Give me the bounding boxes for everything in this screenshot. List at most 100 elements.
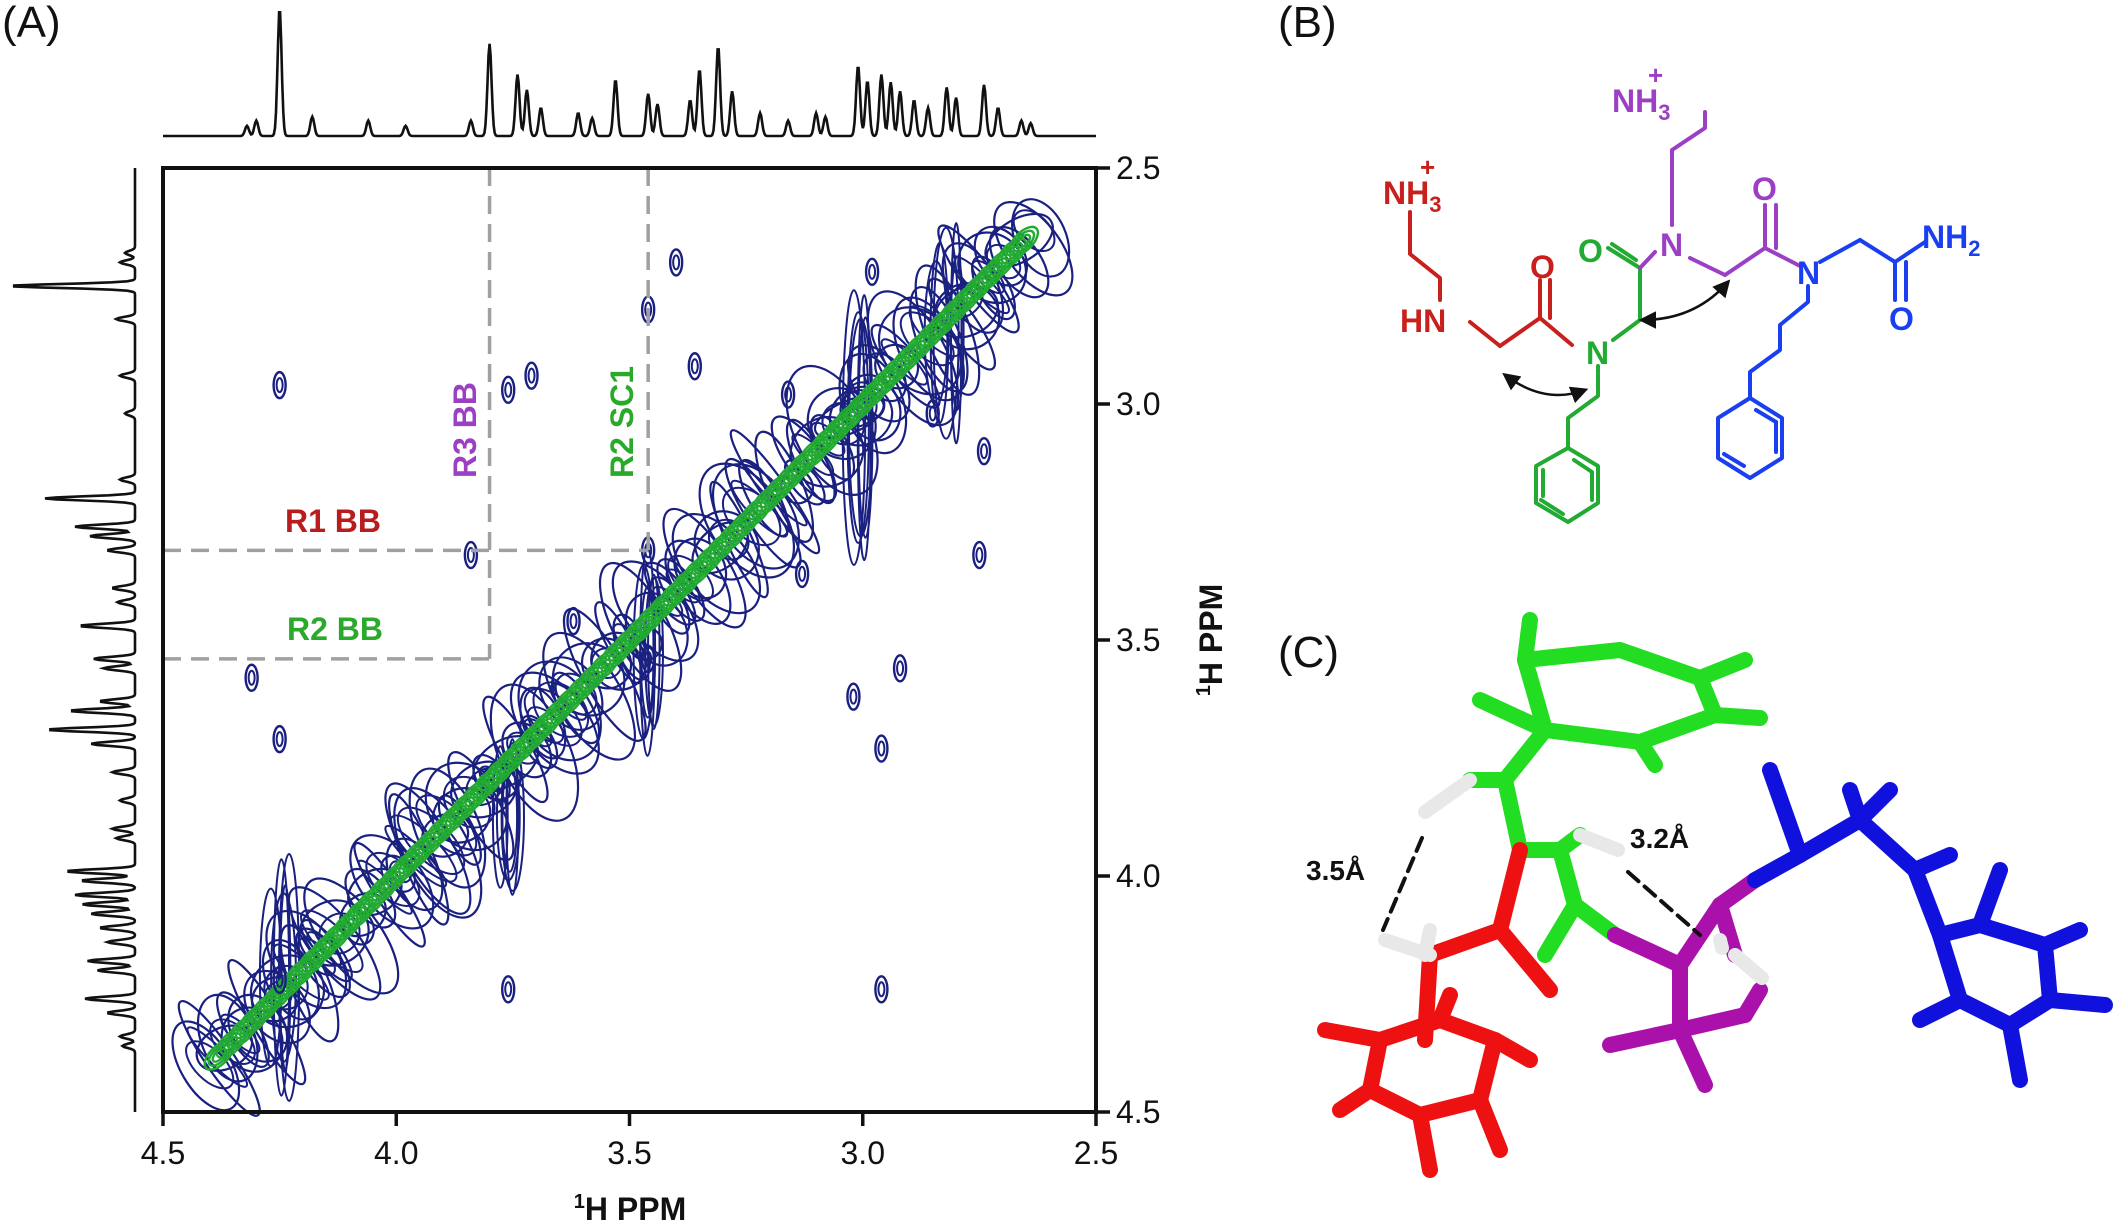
contour-green (786, 449, 818, 481)
contour-green (611, 626, 643, 658)
atom-n3: N (1797, 255, 1820, 291)
contour-green (938, 296, 970, 328)
contour-green (471, 768, 503, 800)
contour-blue (857, 316, 874, 539)
y-tick-label: 3.5 (1116, 622, 1160, 658)
y-tick-label: 3.0 (1116, 386, 1160, 422)
contour-green (635, 603, 666, 635)
cross-peak-inner (275, 377, 284, 394)
contour-green (335, 914, 359, 938)
cross-peak (846, 682, 861, 711)
cross-peak (972, 540, 987, 570)
contour-green (732, 512, 756, 536)
x-tick-label: 3.0 (841, 1135, 885, 1171)
contour-blue (185, 1040, 235, 1090)
contour-green (553, 685, 585, 717)
contour-green (242, 1008, 266, 1032)
cross-peak-inner (247, 669, 256, 686)
stick-red (1317, 842, 1558, 1178)
contour-green (343, 898, 375, 930)
cross-peak-inner (975, 547, 984, 564)
cross-peak (244, 663, 259, 692)
contour-green (510, 737, 534, 761)
contour-green (394, 855, 418, 879)
charge-left: + (1420, 152, 1435, 182)
cross-peak-inner (672, 254, 681, 271)
charge-top: + (1648, 60, 1663, 90)
contour-green (1012, 229, 1036, 253)
cross-peak-inner (784, 386, 793, 403)
contour-blue (624, 591, 689, 667)
contour-green (755, 489, 779, 513)
contour-green (895, 347, 919, 371)
contour-green (250, 992, 282, 1024)
contour-green (790, 453, 814, 477)
x-tick-label: 3.5 (607, 1135, 651, 1171)
stick-hydrogens (1378, 773, 1769, 985)
contour-green (883, 359, 907, 383)
contour-green (949, 284, 981, 316)
contour-green (856, 379, 888, 410)
contour-green (254, 996, 278, 1020)
contour-green (366, 874, 398, 906)
contour-green (425, 815, 456, 847)
panel-a-letter: (A) (2, 0, 61, 47)
contour-green (300, 949, 324, 973)
contour-green (557, 689, 581, 713)
y-axis-title: 1H PPM (1193, 584, 1229, 696)
cross-peak-inner (466, 547, 475, 564)
contour-green (452, 796, 476, 820)
contour-green (207, 1043, 231, 1067)
contour-green (261, 980, 293, 1012)
cross-peak (780, 380, 796, 409)
contour-green (1000, 241, 1024, 265)
contour-blue (984, 212, 1054, 269)
y-tick-label: 4.5 (1116, 1094, 1160, 1130)
atom-hn: HN (1400, 303, 1446, 339)
contour-green (382, 866, 406, 890)
contour-green (662, 583, 686, 607)
contour-green (984, 249, 1016, 281)
contour-blue (1012, 209, 1056, 253)
distance-line-right (1626, 870, 1702, 937)
contour-green (401, 839, 433, 871)
contour-green (996, 237, 1028, 269)
contour-green (495, 744, 526, 776)
distance-line-left (1381, 836, 1424, 932)
cross-peak-inner (504, 381, 513, 398)
contour-green (872, 371, 896, 395)
noe-arrow-left (1502, 372, 1589, 404)
contour-green (674, 571, 697, 595)
x-tick-label: 4.5 (141, 1135, 185, 1171)
cross-peak (687, 352, 703, 381)
contour-green (685, 560, 709, 584)
atom-o2: O (1578, 233, 1603, 269)
x-tick-label: 2.5 (1074, 1135, 1118, 1171)
contour-green (390, 851, 422, 882)
label-r1-bb: R1 BB (285, 503, 381, 539)
contour-green (506, 733, 538, 764)
contour-green (464, 784, 488, 808)
contour-green (973, 261, 1005, 292)
cross-peak-inner (798, 565, 807, 582)
contour-green (802, 442, 826, 466)
contour-green (833, 402, 865, 434)
contour-green (623, 615, 655, 646)
contour-green (813, 430, 837, 454)
contour-green (440, 807, 464, 831)
contour-green (541, 697, 573, 729)
x-tick-label: 4.0 (374, 1135, 418, 1171)
contour-green (522, 725, 546, 749)
contour-green (320, 921, 352, 953)
contour-green (767, 477, 791, 501)
label-r2-bb: R2 BB (287, 611, 383, 647)
contour-green (844, 390, 876, 422)
cross-peak (874, 975, 889, 1004)
cross-peak (524, 361, 539, 390)
contour-green (545, 701, 569, 725)
contour-green (203, 1039, 235, 1071)
contour-green (565, 674, 596, 705)
x-axis-title: 1H PPM (574, 1191, 686, 1227)
contour-green (775, 461, 806, 493)
cross-peak-inner (569, 613, 578, 630)
